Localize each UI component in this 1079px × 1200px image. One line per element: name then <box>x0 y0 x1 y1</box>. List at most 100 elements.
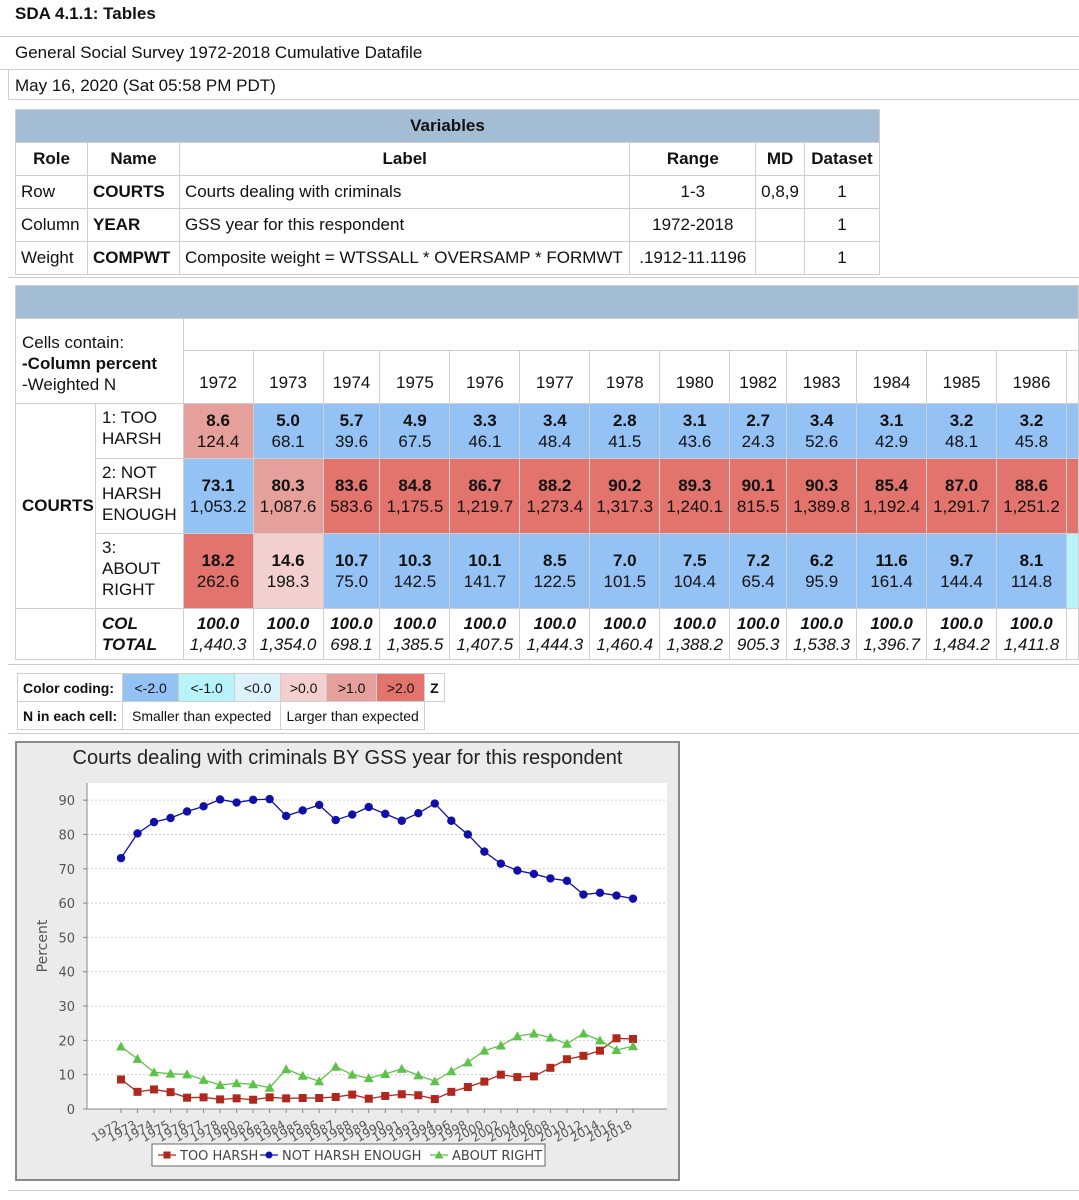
crosstab-cell[interactable]: 85.4 1,192.4 <box>856 458 928 534</box>
crosstab-cell[interactable]: 8.6 124.4 <box>182 403 254 459</box>
crosstab-cell[interactable]: 7.5 104.4 <box>659 533 731 609</box>
crosstab-cell[interactable]: 14.6 198.3 <box>252 533 324 609</box>
crosstab-cell[interactable]: 3.2 48.1 <box>926 403 998 459</box>
crosstab-cell[interactable]: 3.1 42.9 <box>856 403 928 459</box>
data-point <box>397 1090 406 1099</box>
y-tick-label: 20 <box>58 1034 75 1049</box>
year-column-header: 1978 <box>589 350 661 404</box>
crosstab-cell[interactable]: 18.2 262.6 <box>182 533 254 609</box>
run-date: May 16, 2020 (Sat 05:58 PM PDT) <box>15 76 276 95</box>
crosstab-cell[interactable]: 5.7 39.6 <box>322 403 381 459</box>
crosstab-cell[interactable]: 3.2 45.8 <box>996 403 1067 459</box>
var-name-link[interactable]: COURTS <box>86 175 180 209</box>
data-point <box>298 1094 307 1103</box>
smaller-expected-label: Smaller than expected <box>122 701 282 730</box>
cell-weighted-n: 1,053.2 <box>189 497 247 516</box>
cell-weighted-n: 198.3 <box>266 572 310 591</box>
cell-weighted-n: 815.5 <box>736 497 780 516</box>
plot-area <box>87 783 667 1109</box>
total-percent: 100.0 <box>266 614 310 633</box>
cell-weighted-n: 48.4 <box>538 432 572 451</box>
crosstab-cell[interactable]: 5.0 68.1 <box>252 403 324 459</box>
var-md <box>755 208 805 242</box>
crosstab-cell[interactable]: 88.6 1,251.2 <box>996 458 1067 534</box>
crosstab-cell[interactable]: 90.3 1,389.8 <box>786 458 858 534</box>
crosstab-cell[interactable]: 90.2 1,317.3 <box>589 458 661 534</box>
data-point <box>463 830 473 839</box>
data-point <box>331 815 340 825</box>
swatch-pos1: >1.0 <box>326 673 378 702</box>
crosstab-cell[interactable]: 3.4 48.4 <box>519 403 591 459</box>
crosstab-cell[interactable]: 11.6 161.4 <box>856 533 928 609</box>
data-point <box>611 1044 622 1054</box>
n-each-cell-label: N in each cell: <box>16 701 124 730</box>
crosstab-cell[interactable]: 8.1 114.8 <box>996 533 1067 609</box>
cell-percent: 10.3 <box>398 551 432 570</box>
col-header-role: Role <box>15 142 88 176</box>
data-point <box>561 1038 572 1048</box>
data-point <box>166 1088 175 1097</box>
crosstab-cell[interactable]: 2.7 24.3 <box>729 403 788 459</box>
crosstab-cell[interactable]: 90.1 815.5 <box>729 458 788 534</box>
cell-percent: 10.1 <box>468 551 502 570</box>
crosstab-cell[interactable]: 80.3 1,087.6 <box>252 458 324 534</box>
data-point <box>414 808 423 818</box>
data-point <box>594 1035 605 1045</box>
crosstab-cell[interactable]: 84.8 1,175.5 <box>379 458 451 534</box>
data-point <box>595 1046 604 1055</box>
cell-weighted-n: 1,175.5 <box>386 497 444 516</box>
cell-weighted-n: 68.1 <box>271 432 305 451</box>
cell-percent: 3.4 <box>809 411 834 430</box>
total-weighted-n: 1,411.8 <box>1003 635 1060 654</box>
crosstab-cell[interactable]: 2.8 41.5 <box>589 403 661 459</box>
crosstab-cell[interactable]: 6.2 95.9 <box>786 533 858 609</box>
crosstab-cell[interactable]: 4.9 67.5 <box>379 403 451 459</box>
crosstab-cell[interactable]: 9.7 144.4 <box>926 533 998 609</box>
data-point <box>447 1087 456 1096</box>
data-point <box>381 1091 390 1100</box>
row-variable-label[interactable]: COURTS <box>15 403 96 609</box>
crosstab-cell[interactable]: 8.5 122.5 <box>519 533 591 609</box>
column-percent-text: -Column percent <box>22 354 158 373</box>
year-column-header: 1986 <box>996 350 1067 404</box>
crosstab-cell[interactable]: 3.4 52.6 <box>786 403 858 459</box>
var-name-link[interactable]: COMPWT <box>86 241 180 275</box>
cell-weighted-n: 39.6 <box>334 432 369 451</box>
crosstab-cell[interactable]: 88.2 1,273.4 <box>519 458 591 534</box>
crosstab-cell[interactable]: 7.0 101.5 <box>589 533 661 609</box>
col-total-cell: 100.0 1,440.3 <box>182 608 254 660</box>
crosstab-cell[interactable]: 3.3 46.1 <box>449 403 521 459</box>
var-dataset: 1 <box>803 208 881 242</box>
col-total-label: COL TOTAL <box>94 608 184 660</box>
cell-weighted-n: 1,219.7 <box>456 497 514 516</box>
cell-percent: 88.2 <box>538 476 572 495</box>
crosstab-cell[interactable]: 10.7 75.0 <box>322 533 381 609</box>
data-point <box>562 1055 571 1064</box>
total-percent: 100.0 <box>463 614 507 633</box>
cell-percent: 11.6 <box>875 551 908 570</box>
cell-weighted-n: 52.6 <box>805 432 839 451</box>
total-weighted-n: 1,396.7 <box>863 635 920 654</box>
var-range: 1972-2018 <box>629 208 757 242</box>
crosstab-cell[interactable]: 7.2 65.4 <box>729 533 788 609</box>
year-column-header: 1973 <box>252 350 324 404</box>
crosstab-cell[interactable]: 10.1 141.7 <box>449 533 521 609</box>
col-total-cell: 100.0 1,385.5 <box>379 608 451 660</box>
cell-percent: 18.2 <box>201 551 235 570</box>
col-total-cell: 100.0 1,354.0 <box>252 608 324 660</box>
cell-percent: 86.7 <box>468 476 502 495</box>
row-category-label: 3: ABOUT RIGHT <box>94 533 184 609</box>
data-point <box>414 1091 423 1100</box>
crosstab-cell[interactable]: 86.7 1,219.7 <box>449 458 521 534</box>
crosstab-cell[interactable]: 3.1 43.6 <box>659 403 731 459</box>
crosstab-cell[interactable]: 10.3 142.5 <box>379 533 451 609</box>
var-name-link[interactable]: YEAR <box>86 208 180 242</box>
crosstab-row: 2: NOT HARSH ENOUGH 73.1 1,053.2 80.3 1,087.6 8… <box>16 458 1079 534</box>
cell-percent: 14.6 <box>271 551 305 570</box>
crosstab-cell[interactable]: 89.3 1,240.1 <box>659 458 731 534</box>
crosstab-cell[interactable]: 87.0 1,291.7 <box>926 458 998 534</box>
crosstab-cell[interactable]: 73.1 1,053.2 <box>182 458 254 534</box>
cell-percent: 85.4 <box>875 476 909 495</box>
cell-weighted-n: 124.4 <box>196 432 240 451</box>
crosstab-cell[interactable]: 83.6 583.6 <box>322 458 381 534</box>
